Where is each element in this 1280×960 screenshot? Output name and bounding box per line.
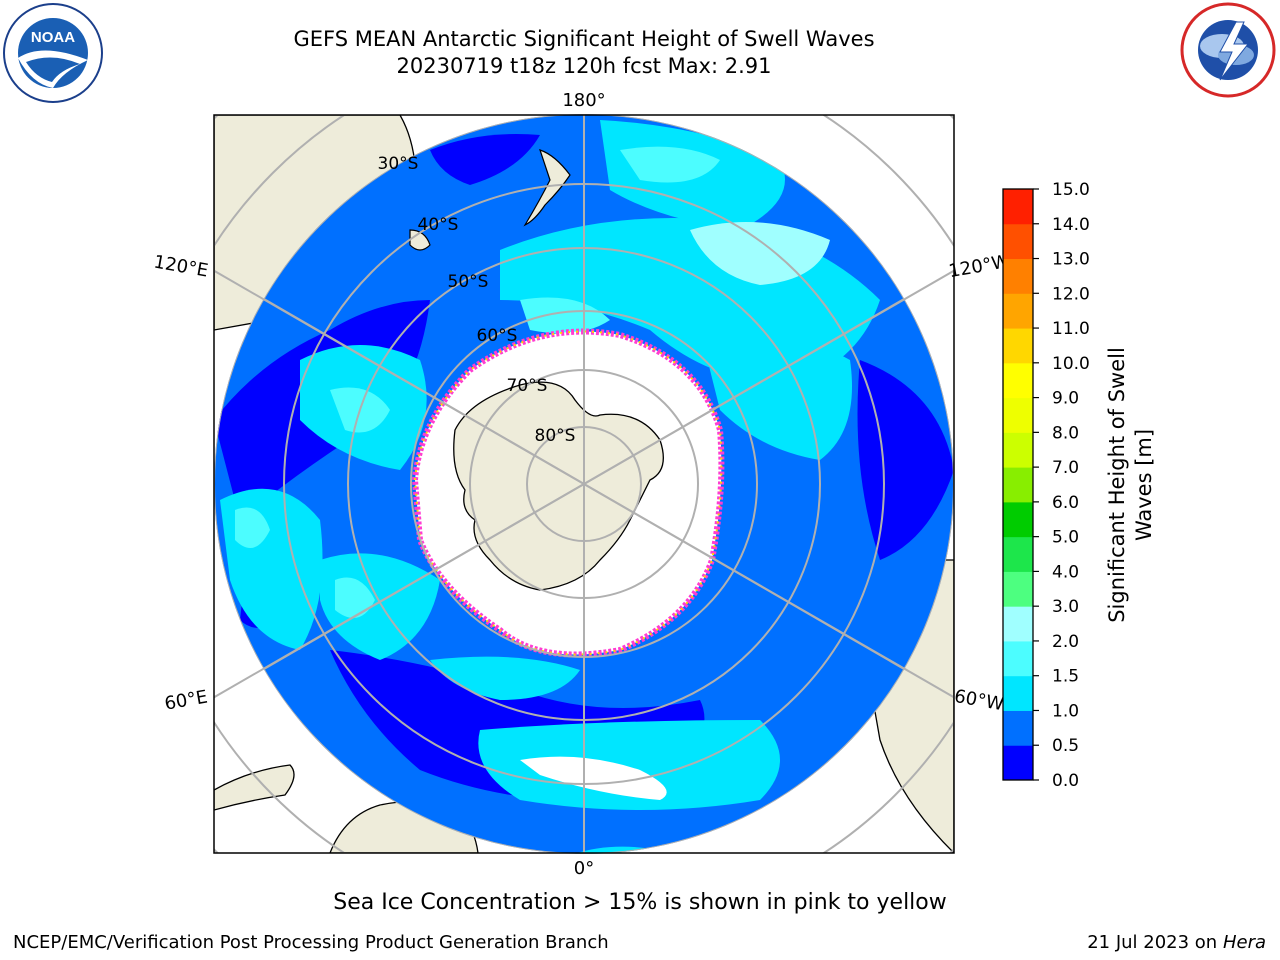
- colorbar-swatch: [1003, 362, 1033, 399]
- colorbar-swatch: [1003, 745, 1033, 781]
- map-title: GEFS MEAN Antarctic Significant Height o…: [293, 27, 875, 51]
- colorbar-swatch: [1003, 571, 1033, 607]
- colorbar-swatch: [1003, 328, 1033, 364]
- footer-credit: NCEP/EMC/Verification Post Processing Pr…: [13, 932, 609, 953]
- colorbar-label-line1: Significant Height of Swell: [1105, 347, 1129, 623]
- colorbar-swatch: [1003, 293, 1033, 329]
- new-zealand-land: [523, 149, 571, 227]
- colorbar-tick-label: 9.0: [1052, 389, 1079, 409]
- nws-logo-icon: [1180, 2, 1276, 98]
- colorbar-swatch: [1003, 189, 1033, 225]
- colorbar-swatch: [1003, 223, 1033, 260]
- lat-label-40s: 40°S: [418, 215, 459, 235]
- colorbar-swatch: [1003, 640, 1033, 677]
- colorbar-tick-label: 1.0: [1052, 701, 1079, 721]
- colorbar-tick-label: 6.0: [1052, 493, 1079, 513]
- footer-date-text: 21 Jul 2023 on: [1087, 932, 1223, 953]
- lon-label-0: 0°: [574, 858, 594, 879]
- colorbar-swatch: [1003, 710, 1033, 746]
- colorbar-frame: [1002, 188, 1034, 781]
- colorbar-tick-label: 10.0: [1052, 354, 1090, 374]
- lat-label-30s: 30°S: [378, 154, 419, 174]
- lon-label-120w: 120°W: [947, 251, 1011, 282]
- lat-label-70s: 70°S: [507, 376, 548, 396]
- colorbar-tick-label: 11.0: [1052, 319, 1090, 339]
- colorbar-tick-label: 0.0: [1052, 771, 1079, 791]
- colorbar-swatch: [1003, 606, 1033, 642]
- lat-label-60s: 60°S: [477, 326, 518, 346]
- colorbar-tick-label: 1.5: [1052, 667, 1079, 687]
- colorbar-tick-label: 0.5: [1052, 736, 1079, 756]
- colorbar-swatch: [1003, 467, 1033, 503]
- colorbar-swatch: [1003, 258, 1033, 294]
- colorbar-tick-label: 13.0: [1052, 250, 1090, 270]
- colorbar-tick-label: 8.0: [1052, 423, 1079, 443]
- footer-date: 21 Jul 2023 on Hera: [1087, 932, 1266, 953]
- noaa-logo-text: NOAA: [31, 29, 75, 46]
- colorbar-tick-label: 4.0: [1052, 562, 1079, 582]
- colorbar-tick-label: 3.0: [1052, 597, 1079, 617]
- colorbar-tick-label: 14.0: [1052, 215, 1090, 235]
- madagascar-land: [214, 764, 295, 811]
- footer-host: Hera: [1222, 932, 1266, 953]
- lon-label-120e: 120°E: [152, 251, 210, 281]
- lon-label-180: 180°: [562, 90, 605, 111]
- lat-label-50s: 50°S: [448, 272, 489, 292]
- colorbar-label-line2: Waves [m]: [1132, 429, 1156, 541]
- lat-label-80s: 80°S: [535, 426, 576, 446]
- colorbar-swatch: [1003, 501, 1033, 538]
- colorbar-swatch: [1003, 432, 1033, 468]
- colorbar: 0.0 0.5 1.0 1.5 2.0 3.0 4.0 5.0 6.0 7.0 8.0 9.0 10.0…: [1002, 180, 1090, 791]
- lon-label-60e: 60°E: [163, 686, 209, 714]
- noaa-logo-icon: NOAA: [3, 3, 103, 103]
- colorbar-tick-label: 12.0: [1052, 284, 1090, 304]
- colorbar-swatch: [1003, 397, 1033, 433]
- map-frame: [213, 114, 955, 854]
- colorbar-tick-label: 7.0: [1052, 458, 1079, 478]
- colorbar-tick-label: 5.0: [1052, 528, 1079, 548]
- lon-label-60w: 60°W: [953, 686, 1006, 715]
- colorbar-tick-label: 15.0: [1052, 180, 1090, 200]
- colorbar-swatch: [1003, 675, 1033, 711]
- sea-ice-caption: Sea Ice Concentration > 15% is shown in …: [333, 890, 947, 915]
- colorbar-tick-label: 2.0: [1052, 632, 1079, 652]
- colorbar-swatch: [1003, 536, 1033, 572]
- map-subtitle: 20230719 t18z 120h fcst Max: 2.91: [396, 54, 772, 78]
